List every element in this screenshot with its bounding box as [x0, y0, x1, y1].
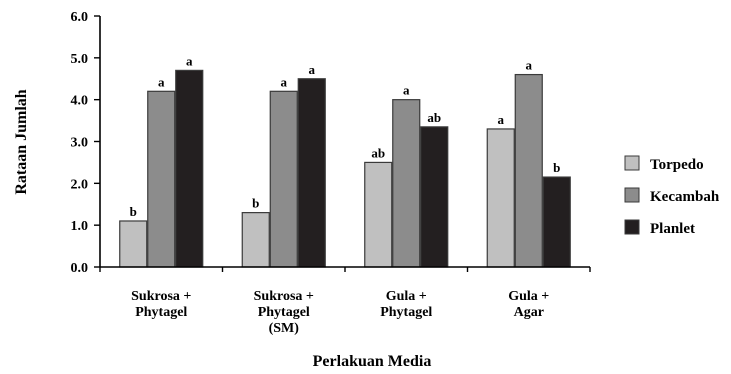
bar-planlet-4 [542, 176, 571, 268]
bar-planlet-2 [297, 78, 326, 268]
bar-label-kecambah-4: a [526, 58, 533, 73]
y-tick-label-1: 1.0 [71, 219, 89, 234]
bar-torpedo-2 [241, 212, 270, 268]
x-axis-title: Perlakuan Media [313, 353, 432, 370]
y-axis-title: Rataan Jumlah [13, 89, 30, 194]
bar-label-kecambah-2: a [281, 74, 288, 89]
y-tick-label-3: 3.0 [71, 136, 89, 151]
y-tick-label-5: 5.0 [71, 52, 89, 67]
bar-kecambah-2 [269, 90, 298, 268]
bar-label-planlet-3: ab [427, 110, 441, 125]
y-tick-label-6: 6.0 [71, 10, 89, 25]
bar-kecambah-1 [147, 90, 176, 268]
bar-torpedo-4 [486, 128, 515, 268]
legend-label-kecambah: Kecambah [650, 189, 720, 205]
bar-planlet-3 [420, 126, 449, 268]
bar-label-planlet-1: a [186, 53, 193, 68]
bar-torpedo-3 [364, 161, 393, 268]
bar-label-kecambah-1: a [158, 74, 165, 89]
bar-kecambah-4 [514, 73, 543, 268]
bar-label-planlet-4: b [553, 160, 560, 175]
bar-label-torpedo-1: b [130, 204, 137, 219]
bar-label-torpedo-4: a [498, 112, 505, 127]
bar-label-torpedo-3: ab [371, 145, 385, 160]
x-tick-label-1: Sukrosa + Phytagel [131, 289, 191, 320]
bar-label-kecambah-3: a [403, 83, 410, 98]
legend-label-planlet: Planlet [650, 221, 695, 237]
legend-swatch-kecambah [624, 187, 640, 203]
bar-label-planlet-2: a [309, 62, 316, 77]
bar-torpedo-1 [119, 220, 148, 268]
y-tick-label-0: 0.0 [71, 261, 89, 276]
axes-layer: Sukrosa + Phytagel Sukrosa + Phytagel (SM) Gu… [71, 10, 591, 336]
legend: Torpedo Kecambah Planlet [624, 155, 720, 237]
legend-swatch-planlet [624, 219, 640, 235]
y-tick-label-4: 4.0 [71, 94, 89, 109]
x-tick-label-2: Sukrosa + Phytagel (SM) [254, 289, 314, 336]
legend-label-torpedo: Torpedo [650, 157, 704, 173]
y-tick-label-2: 2.0 [71, 177, 89, 192]
bars-layer [119, 69, 571, 268]
x-tick-label-4: Gula + Agar [508, 289, 549, 320]
legend-swatch-torpedo [624, 155, 640, 171]
bar-kecambah-3 [392, 99, 421, 268]
bar-label-torpedo-2: b [252, 196, 259, 211]
x-tick-label-3: Gula + Phytagel [380, 289, 432, 320]
bar-planlet-1 [175, 69, 204, 268]
